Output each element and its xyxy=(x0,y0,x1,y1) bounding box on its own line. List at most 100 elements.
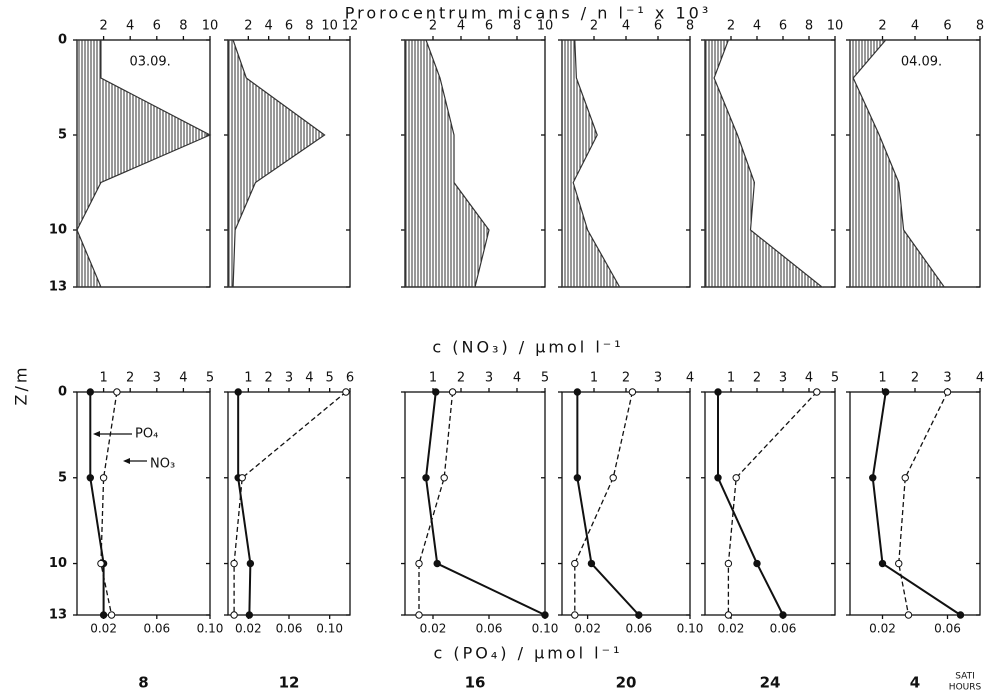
profile-area xyxy=(561,39,621,288)
x-tick-label: 6 xyxy=(153,19,161,34)
x2-tick-label: 4 xyxy=(305,371,313,386)
profile-point xyxy=(714,388,722,396)
x2-tick-label: 2 xyxy=(911,371,919,386)
x2-tick-label: 5 xyxy=(326,371,334,386)
x2-tick-label: 2 xyxy=(622,371,630,386)
profile-point xyxy=(628,388,637,396)
x-tick-label: 0.10 xyxy=(677,622,704,636)
profile-point xyxy=(714,474,722,482)
hour-label: 16 xyxy=(465,674,486,692)
profile-line xyxy=(100,391,118,616)
profile-point xyxy=(99,474,108,482)
profile-point xyxy=(869,474,877,482)
profile-point xyxy=(943,388,952,396)
x2-tick-label: 5 xyxy=(541,371,549,386)
x-tick-label: 10 xyxy=(827,19,844,34)
x2-tick-label: 1 xyxy=(590,371,598,386)
x-tick-label: 0.10 xyxy=(532,622,559,636)
panel-frame xyxy=(76,391,211,616)
x-tick-label: 8 xyxy=(513,19,521,34)
no3-axis-title: c (NO₃) / µmol l⁻¹ xyxy=(432,338,623,357)
x-tick-label: 0.02 xyxy=(235,622,262,636)
profile-line xyxy=(89,392,105,615)
profile-line xyxy=(871,391,962,616)
profile-point xyxy=(609,474,617,482)
profile-point xyxy=(901,474,909,482)
date-label: 03.09. xyxy=(129,55,170,70)
no3-label: NO₃ xyxy=(150,457,175,472)
profile-area xyxy=(404,39,490,288)
x-tick-label: 12 xyxy=(342,19,359,34)
x2-tick-label: 4 xyxy=(513,371,521,386)
profile-point xyxy=(904,611,913,619)
hour-label: 20 xyxy=(616,674,637,692)
x-tick-label: 2 xyxy=(429,19,437,34)
x-tick-label: 4 xyxy=(753,19,761,34)
y-tick-label: 10 xyxy=(49,223,67,238)
profile-point xyxy=(97,559,105,568)
x-tick-label: 8 xyxy=(976,19,984,34)
profile-point xyxy=(878,559,887,568)
x2-tick-label: 3 xyxy=(943,371,951,386)
y-tick-label: 10 xyxy=(49,556,67,571)
x-tick-label: 0.02 xyxy=(718,622,745,636)
x-tick-label: 4 xyxy=(126,19,134,34)
x-tick-label: 0.06 xyxy=(276,622,303,636)
x-tick-label: 2 xyxy=(590,19,598,34)
x-tick-label: 8 xyxy=(686,19,694,34)
x-tick-label: 2 xyxy=(878,19,886,34)
profile-point xyxy=(573,388,582,396)
profile-point xyxy=(86,388,95,396)
hour-label: 12 xyxy=(279,674,300,692)
profile-point xyxy=(635,611,643,619)
x2-tick-label: 4 xyxy=(686,371,694,386)
x2-tick-label: 2 xyxy=(126,371,134,386)
profile-point xyxy=(440,474,448,482)
x2-tick-label: 2 xyxy=(265,371,273,386)
hour-label: 8 xyxy=(138,674,148,692)
x-tick-label: 4 xyxy=(457,19,465,34)
profile-point xyxy=(432,388,440,396)
y-tick-label: 13 xyxy=(49,608,67,623)
x2-tick-label: 1 xyxy=(727,371,735,386)
x2-tick-label: 5 xyxy=(206,371,214,386)
x-tick-label: 0.06 xyxy=(770,622,797,636)
y-tick-label: 0 xyxy=(58,385,67,400)
x2-tick-label: 3 xyxy=(485,371,493,386)
x-tick-label: 8 xyxy=(805,19,813,34)
profile-point xyxy=(238,474,246,482)
x2-tick-label: 1 xyxy=(99,371,107,386)
profile-point xyxy=(895,559,903,568)
hours-unit: HOURS xyxy=(949,683,982,693)
hour-label: 4 xyxy=(910,674,920,692)
profile-point xyxy=(113,388,121,396)
x2-tick-label: 2 xyxy=(753,371,761,386)
x-tick-label: 0.06 xyxy=(143,622,170,636)
x-tick-label: 0.06 xyxy=(934,622,961,636)
y-tick-label: 5 xyxy=(58,470,67,485)
profile-point xyxy=(956,611,965,619)
profile-area xyxy=(76,39,212,288)
profile-line xyxy=(717,392,784,616)
date-label: 04.09. xyxy=(901,55,942,70)
hours-unit: SATI xyxy=(955,672,975,682)
profile-line xyxy=(898,391,949,616)
profile-point xyxy=(234,388,242,396)
x2-tick-label: 4 xyxy=(179,371,187,386)
profile-point xyxy=(415,559,423,568)
x-tick-label: 0.02 xyxy=(574,622,601,636)
profile-point xyxy=(753,559,761,568)
x-tick-label: 0.10 xyxy=(197,622,224,636)
profile-point xyxy=(882,388,890,396)
profile-point xyxy=(587,559,596,568)
x-tick-label: 10 xyxy=(202,19,219,34)
profile-point xyxy=(724,559,733,568)
po4-label: PO₄ xyxy=(135,427,158,442)
x2-tick-label: 3 xyxy=(285,371,293,386)
profile-point xyxy=(571,559,579,568)
x-tick-label: 6 xyxy=(779,19,787,34)
profile-line xyxy=(576,392,640,616)
profile-line xyxy=(727,391,818,615)
x-tick-label: 2 xyxy=(727,19,735,34)
x-tick-label: 0.10 xyxy=(316,622,343,636)
